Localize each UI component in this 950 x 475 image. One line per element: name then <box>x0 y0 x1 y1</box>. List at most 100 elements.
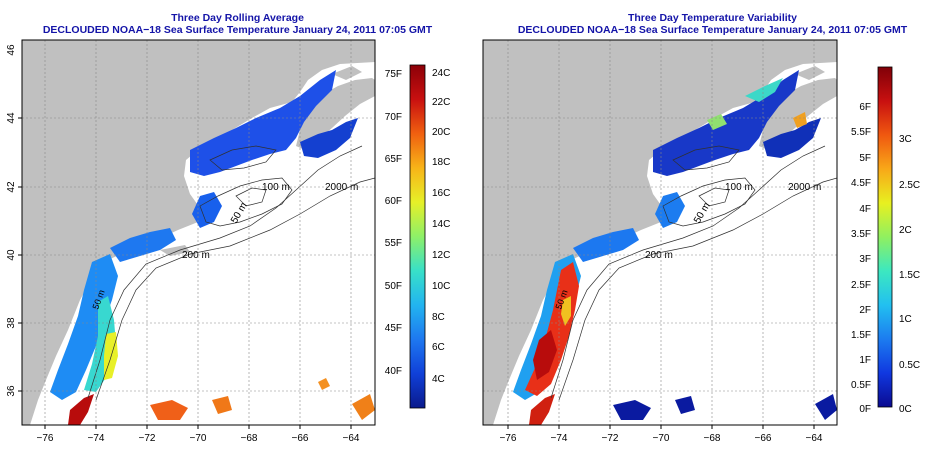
sst-offshore-warm <box>352 394 375 420</box>
lon-tick-label: −66 <box>755 433 772 444</box>
lon-tick-label: −74 <box>551 433 568 444</box>
colorbar-label: 4.5F <box>851 178 871 189</box>
colorbar-label: 75F <box>385 69 402 80</box>
colorbar-label: 18C <box>432 157 450 168</box>
contour-label: 200 m <box>645 250 673 261</box>
lon-tick-label: −70 <box>653 433 670 444</box>
colorbar-label: 3.5F <box>851 229 871 240</box>
var-fundy-hot <box>793 112 807 128</box>
lon-tick-label: −64 <box>343 433 360 444</box>
colorbar-label: 6C <box>432 342 445 353</box>
colorbar-c-labels: 3C 2.5C 2C 1.5C 1C 0.5C 0C <box>899 134 920 415</box>
colorbar-label: 70F <box>385 112 402 123</box>
colorbar-label: 50F <box>385 281 402 292</box>
colorbar-label: 12C <box>432 250 450 261</box>
panel-subtitle: DECLOUDED NOAA−18 Sea Surface Temperatur… <box>517 24 908 36</box>
lon-tick-label: −72 <box>602 433 619 444</box>
sst-average-panel: Three Day Rolling Average DECLOUDED NOAA… <box>6 12 450 444</box>
colorbar-label: 24C <box>432 68 450 79</box>
panel-title: Three Day Rolling Average <box>171 12 304 24</box>
lat-tick-label: 40 <box>6 249 17 261</box>
sst-gulf-stream <box>68 394 94 425</box>
contour-label: 2000 m <box>788 182 821 193</box>
lon-tick-label: −70 <box>190 433 207 444</box>
lat-tick-label: 36 <box>6 385 17 397</box>
sst-bay-of-fundy <box>300 118 358 158</box>
colorbar-label: 5F <box>859 153 871 164</box>
colorbar-label: 22C <box>432 97 450 108</box>
contour-label: 2000 m <box>325 182 358 193</box>
lon-tick-label: −76 <box>500 433 517 444</box>
colorbar-label: 65F <box>385 154 402 165</box>
colorbar-label: 3C <box>899 134 912 145</box>
longitude-axis: −76 −74 −72 −70 −68 −66 −64 <box>37 433 360 444</box>
colorbar-label: 1C <box>899 314 912 325</box>
var-shelf-max <box>533 330 557 380</box>
colorbar-label: 0.5F <box>851 380 871 391</box>
colorbar-f-labels: 6F 5.5F 5F 4.5F 4F 3.5F 3F 2.5F 2F 1.5F … <box>851 102 871 415</box>
sst-offshore-warm <box>150 400 188 420</box>
colorbar <box>409 64 426 409</box>
panel-title: Three Day Temperature Variability <box>627 12 798 24</box>
colorbar-label: 8C <box>432 312 445 323</box>
sst-offshore-warm <box>212 396 232 414</box>
tick-marks <box>18 117 352 429</box>
var-offshore <box>613 400 651 420</box>
var-george <box>655 192 685 228</box>
nova-scotia <box>296 78 375 150</box>
colorbar-label: 0.5C <box>899 360 920 371</box>
lon-tick-label: −64 <box>806 433 823 444</box>
map-figure: 2000 m 100 m 50 m 200 m 50 m 3 <box>475 39 920 444</box>
colorbar-label: 60F <box>385 196 402 207</box>
sst-mid-atlantic <box>50 254 118 400</box>
colorbar-label: 2F <box>859 305 871 316</box>
colorbar-label: 0F <box>859 404 871 415</box>
lat-tick-label: 36 <box>475 385 478 397</box>
lon-tick-label: −76 <box>37 433 54 444</box>
contour-label: 200 m <box>182 250 210 261</box>
colorbar-label: 4C <box>432 374 445 385</box>
island <box>795 66 825 80</box>
var-gulf-patch <box>745 78 783 102</box>
nova-scotia <box>759 78 837 150</box>
sst-gulf-of-maine <box>190 70 336 176</box>
var-fundy <box>763 118 821 158</box>
lat-tick-label: 44 <box>6 112 17 124</box>
tick-marks <box>507 425 815 429</box>
map-figure: 2000 m 100 m 50 m 200 m 50 m <box>6 39 450 444</box>
latitude-axis: 36 38 40 42 44 46 <box>6 44 17 397</box>
colorbar-label: 55F <box>385 238 402 249</box>
colorbar <box>877 66 893 408</box>
colorbar-label: 10C <box>432 281 450 292</box>
sst-george <box>192 192 222 228</box>
lat-tick-label: 46 <box>6 44 17 56</box>
sst-offshore-warm <box>318 378 330 390</box>
colorbar-label: 1.5C <box>899 270 920 281</box>
lon-tick-label: −74 <box>88 433 105 444</box>
longitude-axis: −76 −74 −72 −70 −68 −66 −64 <box>500 433 823 444</box>
colorbar-label: 20C <box>432 127 450 138</box>
var-gulf-stream <box>529 394 555 425</box>
latitude-axis: 36 <box>475 385 478 397</box>
var-shelf-mid <box>561 296 571 326</box>
colorbar-label: 45F <box>385 323 402 334</box>
land-mass <box>483 40 837 425</box>
colorbar-label: 2C <box>899 225 912 236</box>
colorbar-label: 6F <box>859 102 871 113</box>
colorbar-label: 40F <box>385 366 402 377</box>
var-sne <box>573 228 639 262</box>
island <box>160 245 190 256</box>
graticule <box>483 40 837 425</box>
sst-variability-panel: Three Day Temperature Variability DECLOU… <box>475 0 950 475</box>
var-offshore <box>815 394 837 420</box>
depth-contours <box>87 145 375 401</box>
var-offshore <box>675 396 695 414</box>
colorbar-c-labels: 24C 22C 20C 18C 16C 14C 12C 10C 8C 6C 4C <box>432 68 450 385</box>
colorbar-label: 3F <box>859 254 871 265</box>
island <box>332 66 362 80</box>
colorbar-label: 1F <box>859 355 871 366</box>
colorbar-label: 2.5F <box>851 280 871 291</box>
contour-label: 100 m <box>725 182 753 193</box>
colorbar-label: 16C <box>432 188 450 199</box>
panel-subtitle: DECLOUDED NOAA−18 Sea Surface Temperatur… <box>42 24 433 36</box>
